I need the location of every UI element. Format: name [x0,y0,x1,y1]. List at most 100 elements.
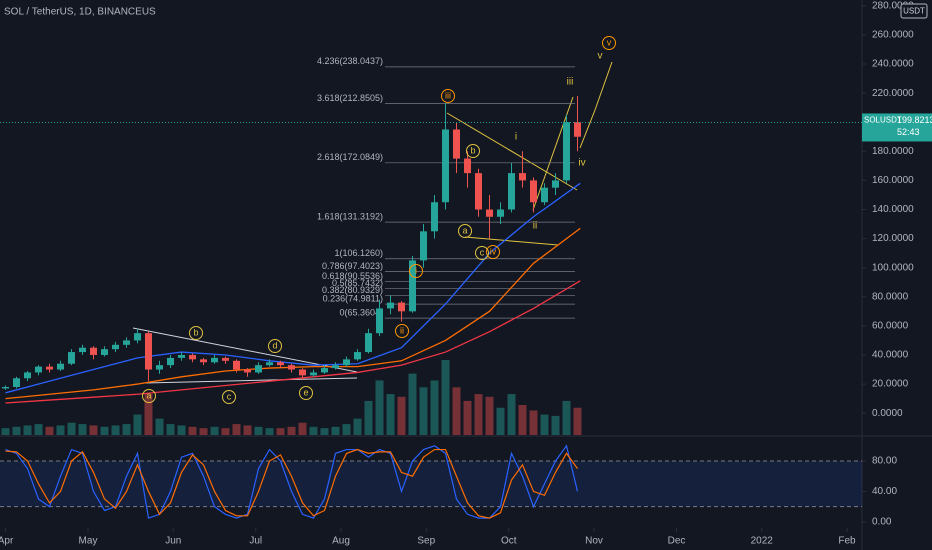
candle-body [541,187,548,203]
currency-box [900,3,928,19]
candle-body [376,308,383,334]
volume-bar [155,418,164,435]
volume-bar [518,405,527,435]
y-tick-label: 140.0000 [872,204,914,215]
y-tick-label: 20.0000 [872,379,909,390]
volume-bar [309,426,318,435]
y-tick-label: 100.0000 [872,262,914,273]
wave-circle [602,36,616,50]
candle-body [24,372,31,379]
volume-bar [507,394,516,435]
band-fill [0,460,862,507]
volume-bar [408,373,417,435]
volume-bar [496,407,505,435]
oscillator-line [5,448,578,519]
volume-bar [45,426,54,435]
y-tick-label: 80.00 [872,456,897,467]
volume-bar [375,380,384,435]
y-tick-label: 120.0000 [872,233,914,244]
fib-label: 2.618(172.0849) [317,152,383,162]
volume-bar [243,425,252,435]
x-tick-label: Feb [838,536,856,547]
candle-body [277,362,284,366]
y-tick-label: 260.0000 [872,30,914,41]
wave-label: ii [400,325,404,335]
candle-body [464,158,471,174]
candle-body [46,366,53,370]
y-tick-label: 280.0000 [872,0,914,11]
wave-circle [475,246,489,260]
volume-bar [485,396,494,435]
candle-body [442,129,449,203]
volume-bar [331,426,340,435]
wave-label: i [415,265,417,275]
volume-bar [551,415,560,435]
volume-bar [89,425,98,435]
candle-body [431,202,438,232]
volume-bar [276,428,285,435]
candle-body [343,359,350,366]
y-tick-label: 60.0000 [872,321,909,332]
volume-bar [353,418,362,435]
candle-body [475,173,482,210]
volume-bar [144,394,153,435]
wave-circle [222,390,236,404]
wave-label: a [146,390,151,400]
candle-body [365,333,372,353]
wave-label: e [303,387,308,397]
volume-bar [34,424,43,435]
wave-circle [299,386,313,400]
fib-label: 0(65.3604) [339,307,383,317]
wave-label: c [480,247,485,257]
candle-body [222,357,229,361]
candle-body [156,365,163,370]
volume-bar [199,428,208,435]
candle-body [101,349,108,355]
wave-circle [466,144,480,158]
candle-body [299,369,306,376]
wave-label: b [470,145,475,155]
candle-body [519,173,526,181]
volume-bar [221,428,230,435]
x-tick-label: Sep [417,536,435,547]
fib-label: 0.5(85.7432) [332,278,383,288]
volume-bar [177,425,186,435]
x-tick-label: Dec [668,536,686,547]
x-tick-label: May [79,536,98,547]
candle-body [244,369,251,373]
wave-circle [268,339,282,353]
volume-bar [562,400,571,435]
wave-circle [409,264,423,278]
candle-body [13,378,20,387]
candle-body [134,333,141,341]
x-tick-label: Oct [501,536,517,547]
wave-label: iv [578,158,585,169]
candle-body [266,362,273,366]
candle-body [145,333,152,370]
candle-body [211,357,218,363]
y-tick-label: 240.0000 [872,59,914,70]
oscillator-line [5,444,579,519]
last-price-label: 199.8213 [897,115,932,125]
candle-body [453,129,460,159]
symbol-badge: SOLUSDT [864,116,902,125]
x-tick-label: Aug [332,536,350,547]
wave-label: a [462,225,467,235]
volume-bar [265,428,274,435]
moving-average [5,182,581,394]
fib-label: 0.382(80.9329) [322,285,383,295]
wave-label: iv [490,246,497,256]
volume-bar [1,428,10,435]
x-tick-label: Jul [249,536,262,547]
volume-bar [100,426,109,435]
volume-bar [441,360,450,435]
candle-body [497,209,504,217]
volume-bar [298,422,307,435]
volume-bar [342,424,351,435]
candle-body [508,173,515,210]
candle-body [123,340,130,345]
volume-bar [397,396,406,435]
wave-circle [189,326,203,340]
wave-label: v [607,37,612,47]
